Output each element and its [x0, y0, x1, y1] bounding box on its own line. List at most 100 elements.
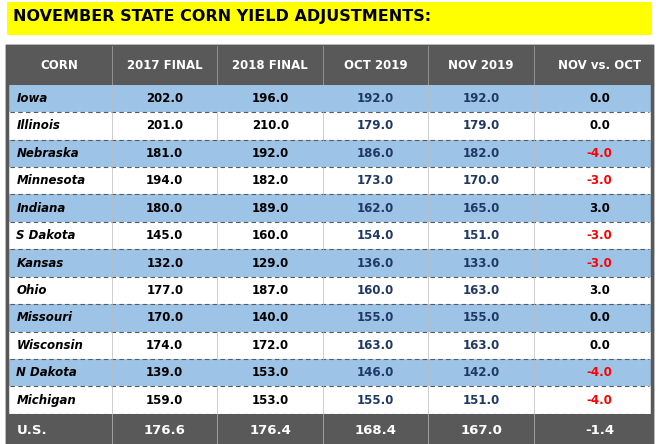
Text: 167.0: 167.0 — [460, 424, 502, 436]
Text: 174.0: 174.0 — [146, 339, 183, 352]
Text: 0.0: 0.0 — [589, 311, 610, 325]
Text: 2017 FINAL: 2017 FINAL — [127, 59, 202, 72]
Text: 145.0: 145.0 — [146, 229, 183, 242]
Text: 173.0: 173.0 — [357, 174, 394, 187]
Text: Michigan: Michigan — [16, 393, 76, 407]
Text: 151.0: 151.0 — [463, 393, 500, 407]
Text: 177.0: 177.0 — [146, 284, 183, 297]
Text: 142.0: 142.0 — [463, 366, 500, 379]
Text: 172.0: 172.0 — [252, 339, 289, 352]
Text: 0.0: 0.0 — [589, 119, 610, 132]
Text: 182.0: 182.0 — [252, 174, 289, 187]
Text: 0.0: 0.0 — [589, 339, 610, 352]
Text: 170.0: 170.0 — [146, 311, 183, 325]
Text: Nebraska: Nebraska — [16, 147, 79, 160]
Text: S Dakota: S Dakota — [16, 229, 76, 242]
Text: 186.0: 186.0 — [357, 147, 394, 160]
Text: -3.0: -3.0 — [587, 257, 613, 270]
Text: 179.0: 179.0 — [357, 119, 394, 132]
Text: 155.0: 155.0 — [463, 311, 500, 325]
Bar — [7, 414, 652, 444]
Text: 155.0: 155.0 — [357, 311, 394, 325]
Text: 210.0: 210.0 — [252, 119, 289, 132]
Text: 176.4: 176.4 — [249, 424, 291, 436]
Text: 192.0: 192.0 — [463, 92, 500, 105]
Text: 192.0: 192.0 — [252, 147, 289, 160]
Text: OCT 2019: OCT 2019 — [344, 59, 407, 72]
Text: 163.0: 163.0 — [463, 339, 500, 352]
Text: 165.0: 165.0 — [463, 202, 500, 215]
Bar — [7, 194, 652, 222]
Text: 136.0: 136.0 — [357, 257, 394, 270]
Text: -4.0: -4.0 — [587, 393, 613, 407]
Bar — [7, 332, 652, 359]
Text: NOV vs. OCT: NOV vs. OCT — [558, 59, 641, 72]
Text: Ohio: Ohio — [16, 284, 47, 297]
Text: 139.0: 139.0 — [146, 366, 183, 379]
Text: 201.0: 201.0 — [146, 119, 183, 132]
Text: 2018 FINAL: 2018 FINAL — [233, 59, 308, 72]
Text: Kansas: Kansas — [16, 257, 64, 270]
Text: 140.0: 140.0 — [252, 311, 289, 325]
Text: 202.0: 202.0 — [146, 92, 183, 105]
Text: 151.0: 151.0 — [463, 229, 500, 242]
Text: 160.0: 160.0 — [357, 284, 394, 297]
Text: 146.0: 146.0 — [357, 366, 394, 379]
FancyBboxPatch shape — [7, 2, 652, 35]
Text: 153.0: 153.0 — [252, 393, 289, 407]
Text: 168.4: 168.4 — [355, 424, 397, 436]
Text: Illinois: Illinois — [16, 119, 61, 132]
Text: Missouri: Missouri — [16, 311, 72, 325]
Text: 180.0: 180.0 — [146, 202, 183, 215]
Text: Wisconsin: Wisconsin — [16, 339, 83, 352]
Text: 181.0: 181.0 — [146, 147, 183, 160]
Text: -4.0: -4.0 — [587, 147, 613, 160]
Bar — [7, 277, 652, 304]
Text: 3.0: 3.0 — [589, 284, 610, 297]
Text: 192.0: 192.0 — [357, 92, 394, 105]
Text: Iowa: Iowa — [16, 92, 47, 105]
Text: 162.0: 162.0 — [357, 202, 394, 215]
Text: 179.0: 179.0 — [463, 119, 500, 132]
Text: 0.0: 0.0 — [589, 92, 610, 105]
Text: 159.0: 159.0 — [146, 393, 183, 407]
Text: Indiana: Indiana — [16, 202, 66, 215]
Bar — [7, 167, 652, 194]
Text: 154.0: 154.0 — [357, 229, 394, 242]
Text: 194.0: 194.0 — [146, 174, 183, 187]
Text: 129.0: 129.0 — [252, 257, 289, 270]
Bar — [7, 386, 652, 414]
Bar — [7, 359, 652, 386]
Text: Minnesota: Minnesota — [16, 174, 86, 187]
Text: 182.0: 182.0 — [463, 147, 500, 160]
Text: 170.0: 170.0 — [463, 174, 500, 187]
Text: 163.0: 163.0 — [463, 284, 500, 297]
Bar — [7, 140, 652, 167]
Bar — [7, 85, 652, 112]
Text: 163.0: 163.0 — [357, 339, 394, 352]
Bar — [7, 250, 652, 277]
Text: -1.4: -1.4 — [585, 424, 614, 436]
Text: 176.6: 176.6 — [144, 424, 186, 436]
Text: 187.0: 187.0 — [252, 284, 289, 297]
Bar — [7, 46, 652, 85]
Text: 153.0: 153.0 — [252, 366, 289, 379]
Text: CORN: CORN — [40, 59, 78, 72]
Text: U.S.: U.S. — [16, 424, 47, 436]
Bar — [7, 222, 652, 250]
Text: -3.0: -3.0 — [587, 174, 613, 187]
Text: 189.0: 189.0 — [252, 202, 289, 215]
Text: -3.0: -3.0 — [587, 229, 613, 242]
Text: 196.0: 196.0 — [252, 92, 289, 105]
Text: 3.0: 3.0 — [589, 202, 610, 215]
Text: 155.0: 155.0 — [357, 393, 394, 407]
Text: NOV 2019: NOV 2019 — [448, 59, 514, 72]
Text: NOVEMBER STATE CORN YIELD ADJUSTMENTS:: NOVEMBER STATE CORN YIELD ADJUSTMENTS: — [13, 9, 431, 24]
Text: 160.0: 160.0 — [252, 229, 289, 242]
Text: 132.0: 132.0 — [146, 257, 183, 270]
Text: -4.0: -4.0 — [587, 366, 613, 379]
Bar — [7, 112, 652, 140]
Bar — [7, 304, 652, 332]
Text: N Dakota: N Dakota — [16, 366, 77, 379]
Text: 133.0: 133.0 — [463, 257, 500, 270]
